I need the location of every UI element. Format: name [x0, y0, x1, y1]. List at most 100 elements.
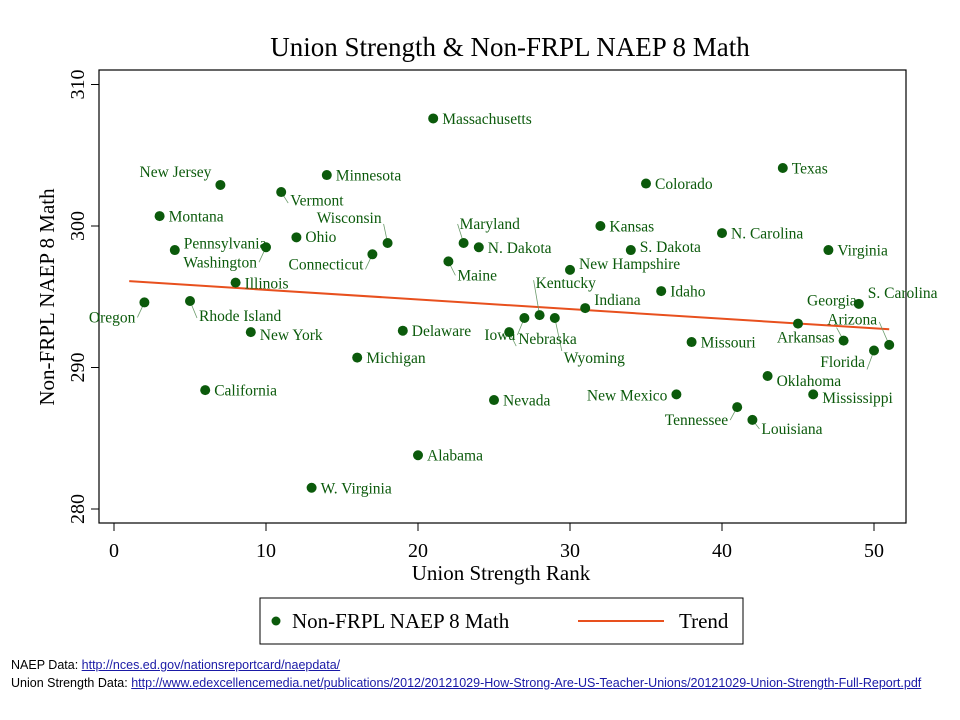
x-axis-label: Union Strength Rank [412, 561, 591, 585]
data-point [869, 345, 879, 356]
data-point-label: Maryland [460, 216, 521, 233]
x-axis: 0 10 20 30 40 50 [109, 523, 884, 562]
data-point [169, 245, 180, 256]
x-tick-label: 50 [864, 540, 884, 562]
label-leader-line [554, 317, 563, 352]
data-point [276, 187, 287, 198]
data-point [717, 228, 727, 239]
data-point-label: Montana [169, 209, 224, 226]
data-point [625, 245, 636, 256]
data-point [686, 337, 697, 348]
data-point-label: Indiana [594, 292, 641, 309]
data-point-label: Missouri [701, 335, 757, 352]
data-point-label: Washington [183, 255, 257, 272]
data-point [519, 312, 530, 323]
trend-line [129, 280, 890, 331]
data-point [549, 312, 560, 323]
data-point [853, 298, 864, 309]
data-point [367, 249, 378, 260]
data-point [732, 402, 743, 413]
union-source-label: Union Strength Data: [11, 676, 132, 690]
x-tick-label: 0 [109, 540, 119, 562]
data-point [215, 179, 226, 190]
data-point-label: California [214, 383, 277, 400]
data-point-label: Delaware [412, 323, 471, 340]
data-point [489, 395, 499, 406]
data-point-label: Kentucky [536, 275, 597, 292]
y-tick-label: 290 [67, 353, 89, 383]
data-point-label: S. Carolina [868, 285, 938, 302]
scatter-chart: Union Strength & Non-FRPL NAEP 8 Math 28… [35, 32, 938, 645]
data-point [823, 245, 834, 256]
data-point-label: Iowa [484, 327, 515, 344]
data-point [777, 162, 788, 173]
data-point [321, 170, 332, 181]
legend-marker-icon [271, 616, 281, 626]
data-point-label: Mississippi [822, 390, 893, 407]
data-point-label: Arkansas [777, 330, 835, 347]
data-point-label: S. Dakota [640, 239, 701, 256]
data-point [261, 242, 271, 253]
data-point [200, 385, 211, 396]
chart-title: Union Strength & Non-FRPL NAEP 8 Math [270, 32, 750, 62]
data-point [154, 211, 165, 222]
data-point [884, 339, 895, 350]
data-point-label: Tennessee [665, 412, 729, 429]
x-tick-label: 10 [256, 540, 276, 562]
plot-area [98, 69, 907, 524]
data-point [306, 482, 317, 493]
data-point [352, 352, 363, 363]
naep-source-link[interactable]: http://nces.ed.gov/nationsreportcard/nae… [81, 658, 341, 672]
x-tick-label: 40 [712, 540, 732, 562]
data-point [762, 370, 773, 381]
data-point-label: Illinois [245, 275, 289, 292]
data-point-label: Wyoming [564, 350, 625, 367]
data-point-label: Oregon [89, 309, 136, 326]
data-point-label: Louisiana [761, 421, 822, 438]
data-point-label: Nevada [503, 393, 550, 410]
data-point [641, 178, 651, 189]
data-point-label: Kansas [609, 219, 654, 236]
legend-label-points: Non-FRPL NAEP 8 Math [292, 609, 510, 633]
union-source-link[interactable]: http://www.edexcellencemedia.net/publica… [131, 676, 922, 690]
data-point [473, 242, 484, 253]
label-leader-line [533, 280, 540, 316]
data-point-label: Massachusetts [442, 111, 532, 128]
data-point [382, 237, 393, 248]
data-point [428, 113, 439, 124]
y-tick-label: 280 [67, 494, 89, 524]
data-point [747, 414, 758, 425]
data-point-label: Ohio [305, 229, 336, 246]
data-point-label: N. Carolina [731, 226, 803, 243]
data-point-label: Florida [820, 354, 865, 371]
data-point-label: Alabama [427, 448, 483, 465]
data-point-label: N. Dakota [488, 240, 552, 257]
data-point [443, 256, 454, 267]
data-point-label: New Mexico [587, 387, 668, 404]
data-point-label: New Hampshire [579, 256, 680, 273]
data-point [580, 303, 591, 314]
data-point-label: Minnesota [336, 168, 402, 185]
x-tick-label: 20 [408, 540, 428, 562]
source-notes: NAEP Data: http://nces.ed.gov/nationsrep… [11, 656, 951, 692]
y-axis: 280 290 300 310 [67, 70, 99, 524]
data-point [534, 310, 545, 321]
data-point [793, 318, 803, 329]
data-point [397, 325, 408, 336]
data-point [413, 450, 423, 461]
legend-label-trend: Trend [679, 609, 729, 633]
x-tick-label: 30 [560, 540, 580, 562]
data-point-label: Maine [457, 267, 497, 284]
trend-layer [129, 280, 890, 331]
data-point [139, 297, 150, 308]
data-point [595, 221, 606, 231]
data-point-label: Virginia [837, 243, 888, 260]
data-point-label: Michigan [366, 350, 426, 367]
data-point-label: Colorado [655, 176, 713, 193]
data-point [458, 237, 469, 248]
data-point-label: Texas [792, 160, 828, 177]
data-point-label: Rhode Island [199, 308, 281, 325]
data-point [656, 286, 667, 297]
data-point-label: Wisconsin [317, 210, 382, 227]
data-point-label: Georgia [807, 293, 857, 310]
